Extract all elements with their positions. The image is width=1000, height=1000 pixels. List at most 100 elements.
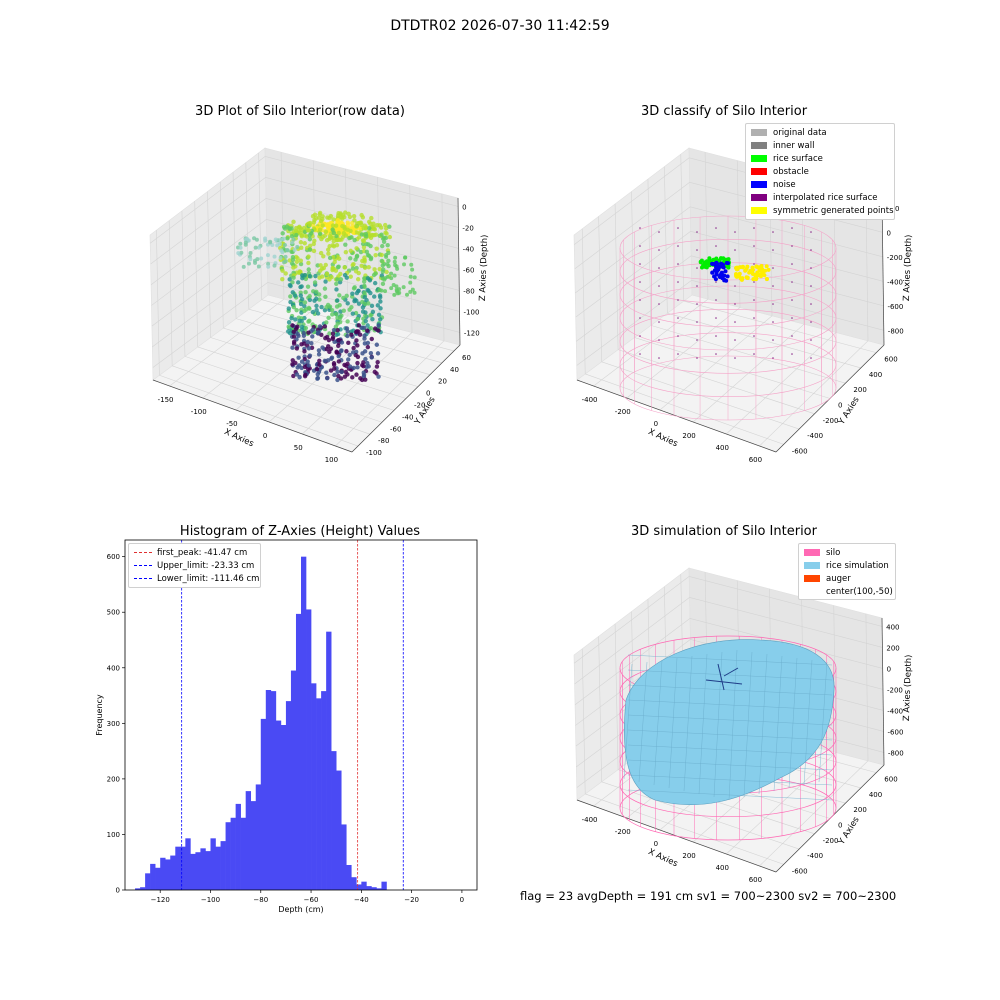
plot1-grid-line [409,185,413,333]
plot1-point [236,251,241,256]
plot1-point [347,307,352,312]
plot1-x-tick-label: -100 [191,408,207,416]
plot1-grid-line [151,219,267,306]
plot2-grid-line [650,325,846,384]
plot2-y-tick-label: -200 [823,417,839,425]
plot2-interp-point [677,353,679,355]
plot1-point [327,349,332,355]
plot1-point [379,232,384,237]
plot2-interp-point [696,285,698,287]
plot1-z-tick-label: -60 [463,266,474,274]
plot4-mesh-line [627,774,833,786]
plot1-point [370,309,376,315]
plot2-interp-point [658,321,660,323]
histogram-bar [195,852,201,890]
histogram-bar [140,887,146,890]
plot4-y-tick-label: -400 [807,852,823,860]
plot1-point [356,323,361,328]
plot1-point [283,254,288,259]
plot1-point [340,223,345,229]
plot1-point [389,271,394,276]
plot1-grid-line [258,152,262,300]
plot1-point [334,304,340,309]
plot1-point [338,309,343,314]
plot1-point [373,271,378,276]
plot1-point [296,333,301,339]
plot1-point [351,345,356,351]
plot1-point [319,304,324,310]
plot1-point [337,293,342,298]
plot1-point [330,336,335,342]
plot1-grid-line [151,240,268,327]
plot2-legend-entry: rice surface [751,153,823,165]
plot1-x-tick-label: -50 [226,420,237,428]
plot2-interp-point [734,357,736,359]
plot2-grid-line [631,191,635,338]
plot1-point [373,252,378,258]
plot2-rice-surface-point [703,260,708,265]
plot1-point [347,352,352,358]
plot1-point [376,374,381,379]
plot1-point [338,348,344,354]
plot2-interp-point [753,299,755,301]
plot1-point [327,255,333,261]
plot1-point [282,242,287,247]
histogram-title: Histogram of Z-Axies (Height) Values [179,524,421,539]
histogram-bar [361,881,367,890]
plot2-symmetric-point [734,273,739,278]
plot1-point [328,213,334,219]
plot1-point [322,324,328,329]
plot1-point [352,237,357,243]
histogram-bar [200,848,206,890]
plot1-point [312,217,317,223]
plot1-point [362,341,368,346]
plot2-x-tick-label: 600 [749,456,762,464]
plot1-point [361,370,366,375]
plot4-x-tick-label: -400 [582,816,598,824]
plot1-point [335,369,340,374]
plot1-point [317,227,323,232]
plot2-interp-point [753,245,755,247]
plot4-grid-line [581,648,586,794]
plot1-point [346,357,351,362]
plot2-interp-point [791,335,793,337]
plot1-point [361,279,367,284]
plot4-grid-line [689,597,883,648]
plot1-grid-line [232,172,237,319]
plot1-point [355,343,360,348]
plot1-point [305,339,311,345]
plot2-interp-point [639,335,641,337]
plot1-point [294,259,300,265]
plot1-point [349,332,354,337]
plot1-point [368,326,374,331]
plot1-point [340,216,345,221]
plot2-symmetric-point [764,276,769,281]
plot1-z-axis-label: Z Axies (Depth) [478,234,490,301]
plot1-point [297,318,302,324]
histogram-bar [270,691,277,890]
plot1-point [325,215,330,220]
plot1-point [376,312,382,317]
plot1-point [307,318,312,323]
plot1-point [317,362,322,367]
plot2-rice-surface-point [721,256,726,261]
plot1-point [383,222,388,228]
plot2-interp-point [658,339,660,341]
plot2-grid-line [574,157,690,245]
plot1-x-axis-line [152,379,353,453]
plot2-interp-point [810,267,812,269]
plot4-grid-line [575,639,691,726]
plot2-interp-point [658,231,660,233]
plot1-point [381,267,386,272]
plot2-symmetric-point [735,267,740,272]
plot2-grid-line [736,160,741,308]
plot1-point [290,290,295,295]
plot1-point [350,350,356,355]
plot1-point [371,224,376,229]
plot1-point [379,288,384,293]
plot1-point [280,250,285,255]
plot1-point [375,222,380,228]
plot1-point [317,358,322,364]
histogram-bar [205,851,211,890]
plot2-interp-point [715,299,717,301]
